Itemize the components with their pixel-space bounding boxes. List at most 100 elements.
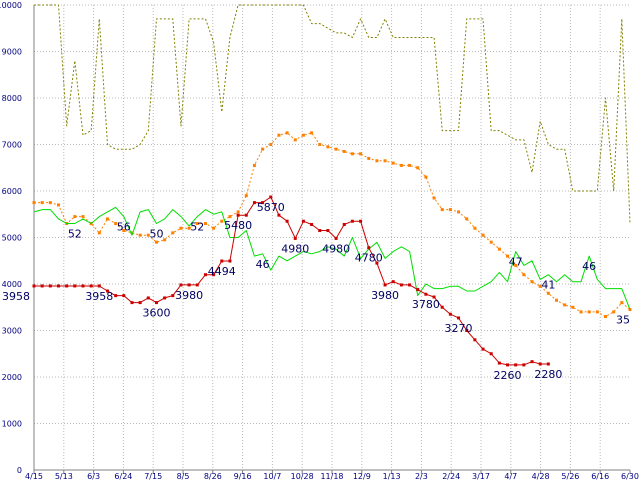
grid [34, 4, 630, 470]
series-point-3 [81, 284, 85, 288]
series-point-1 [334, 147, 338, 151]
series-point-3 [514, 363, 518, 367]
data-label: 3270 [445, 322, 473, 335]
series-point-3 [212, 273, 216, 277]
series-point-1 [261, 147, 265, 151]
series-point-1 [179, 226, 183, 230]
series-point-1 [391, 161, 395, 165]
series-point-1 [620, 301, 624, 305]
series-point-1 [73, 215, 77, 219]
series-point-1 [56, 203, 60, 207]
series-point-1 [252, 163, 256, 167]
series-point-1 [612, 310, 616, 314]
y-tick-label: 2000 [2, 373, 22, 382]
x-tick-label: 4/28 [532, 472, 550, 480]
y-tick-label: 0 [17, 466, 22, 475]
series-point-3 [310, 222, 314, 226]
series-point-3 [269, 195, 273, 199]
data-label: 3958 [85, 290, 113, 303]
data-label: 5480 [224, 219, 252, 232]
series-point-1 [187, 226, 191, 230]
series-point-1 [163, 238, 167, 242]
series-point-3 [440, 305, 444, 309]
y-tick-label: 10000 [0, 1, 22, 10]
series-point-1 [538, 284, 542, 288]
series-point-3 [65, 284, 69, 288]
series-point-1 [563, 303, 567, 307]
series-point-3 [252, 201, 256, 205]
series-point-3 [367, 246, 371, 250]
series-point-1 [604, 315, 608, 319]
series-point-1 [383, 159, 387, 163]
series-point-1 [359, 152, 363, 156]
series-point-3 [326, 229, 330, 233]
series-point-1 [146, 233, 150, 237]
series-point-3 [138, 301, 142, 305]
series-point-3 [89, 284, 93, 288]
series-point-1 [228, 215, 232, 219]
data-label: 2280 [534, 368, 562, 381]
series-point-3 [105, 289, 109, 293]
series-point-1 [212, 226, 216, 230]
series-point-3 [154, 301, 158, 305]
series-point-3 [432, 295, 436, 299]
series-point-1 [244, 194, 248, 198]
x-tick-label: 6/16 [591, 472, 609, 480]
series-point-1 [342, 149, 346, 153]
x-tick-label: 1/13 [383, 472, 401, 480]
data-label: 41 [541, 279, 555, 292]
data-label: 46 [256, 258, 270, 271]
data-label: 50 [149, 228, 163, 241]
series-point-3 [228, 259, 232, 263]
series-point-1 [522, 273, 526, 277]
series-point-3 [236, 213, 240, 217]
series-point-3 [146, 296, 150, 300]
series-point-1 [555, 298, 559, 302]
data-label: 4780 [355, 252, 383, 265]
y-tick-label: 9000 [2, 48, 22, 57]
x-tick-label: 8/26 [204, 472, 222, 480]
series-point-1 [220, 219, 224, 223]
data-label: 3980 [175, 289, 203, 302]
series-point-1 [514, 263, 518, 267]
series-point-1 [571, 305, 575, 309]
data-label: 3958 [2, 290, 30, 303]
data-labels: 3958 3958 3600 3980 4494 5480 5870 4980 4980 4780… [2, 201, 630, 382]
series-point-1 [375, 159, 379, 163]
series-point-3 [457, 316, 461, 320]
x-tick-label: 3/17 [472, 472, 490, 480]
series-point-1 [399, 163, 403, 167]
x-tick-label: 10/7 [263, 472, 281, 480]
series-point-3 [301, 219, 305, 223]
series-point-1 [310, 131, 314, 135]
series-point-3 [114, 294, 118, 298]
data-label: 3780 [412, 298, 440, 311]
series-point-1 [546, 291, 550, 295]
x-tick-label: 6/3 [87, 472, 100, 480]
series-point-3 [506, 363, 510, 367]
series-point-1 [277, 133, 281, 137]
series-point-3 [187, 283, 191, 287]
series-point-3 [171, 294, 175, 298]
data-label: 4980 [281, 242, 309, 255]
series-point-3 [97, 284, 101, 288]
data-label: 47 [509, 255, 523, 268]
series-point-1 [48, 201, 52, 205]
series-point-3 [163, 296, 167, 300]
series-point-1 [579, 310, 583, 314]
x-tick-label: 6/24 [114, 472, 132, 480]
series-point-1 [293, 138, 297, 142]
x-tick-label: 11/18 [320, 472, 343, 480]
x-tick-label: 4/15 [25, 472, 43, 480]
series-point-1 [269, 143, 273, 146]
series-point-3 [73, 284, 77, 288]
series-point-1 [318, 143, 322, 146]
series-point-1 [326, 145, 330, 149]
series-point-3 [195, 283, 199, 287]
series-line-3 [34, 196, 549, 366]
x-tick-label: 5/26 [561, 472, 579, 480]
series-point-1 [138, 233, 142, 237]
x-tick-label: 6/30 [621, 472, 639, 480]
series-point-1 [506, 254, 510, 258]
series-point-3 [481, 347, 485, 351]
